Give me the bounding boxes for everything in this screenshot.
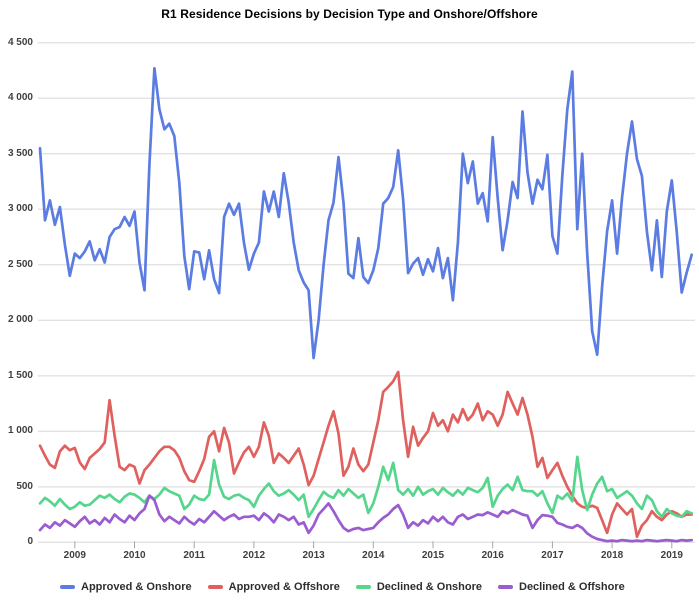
legend-item-approved-offshore[interactable]: Approved & Offshore bbox=[207, 581, 340, 593]
legend-label: Declined & Offshore bbox=[519, 581, 625, 593]
series-line-approved-onshore bbox=[38, 66, 694, 360]
y-axis-label: 3 000 bbox=[7, 203, 33, 215]
legend-swatch-approved-onshore bbox=[60, 585, 75, 589]
series-line-declined-offshore bbox=[38, 494, 694, 543]
y-axis-label: 1 000 bbox=[7, 425, 33, 437]
x-axis-label: 2009 bbox=[63, 550, 86, 561]
y-axis-label: 500 bbox=[16, 480, 33, 492]
legend-label: Declined & Onshore bbox=[376, 581, 482, 593]
x-axis-label: 2010 bbox=[123, 550, 146, 561]
y-axis-label: 2 500 bbox=[7, 258, 33, 270]
x-axis-label: 2016 bbox=[481, 550, 504, 561]
series-line-approved-offshore bbox=[38, 370, 694, 539]
x-axis-label: 2019 bbox=[660, 550, 683, 561]
y-axis-label: 2 000 bbox=[7, 314, 33, 326]
x-axis-label: 2011 bbox=[183, 550, 206, 561]
legend-item-approved-onshore[interactable]: Approved & Onshore bbox=[60, 581, 192, 593]
legend-swatch-approved-offshore bbox=[207, 585, 223, 589]
legend-item-declined-onshore[interactable]: Declined & Onshore bbox=[355, 581, 482, 593]
x-axis-label: 2012 bbox=[242, 550, 266, 561]
x-axis-label: 2018 bbox=[600, 550, 624, 561]
legend-item-declined-offshore[interactable]: Declined & Offshore bbox=[498, 581, 625, 593]
x-axis-label: 2015 bbox=[421, 550, 445, 561]
x-axis-label: 2014 bbox=[362, 550, 385, 561]
x-axis-label: 2017 bbox=[541, 550, 564, 561]
legend-label: Approved & Offshore bbox=[228, 581, 340, 593]
legend-swatch-declined-onshore bbox=[355, 585, 371, 589]
legend: Approved & Onshore Approved & Offshore Dec… bbox=[60, 581, 625, 593]
chart-title: R1 Residence Decisions by Decision Type … bbox=[161, 7, 538, 21]
legend-label: Approved & Onshore bbox=[81, 581, 192, 593]
y-axis-label: 0 bbox=[27, 536, 33, 548]
y-axis-label: 3 500 bbox=[7, 147, 33, 159]
legend-swatch-declined-offshore bbox=[498, 585, 513, 589]
y-axis-label: 4 000 bbox=[7, 92, 33, 104]
x-axis-label: 2013 bbox=[302, 550, 325, 561]
y-axis-label: 1 500 bbox=[7, 369, 33, 381]
y-axis-label: 4 500 bbox=[7, 36, 33, 48]
